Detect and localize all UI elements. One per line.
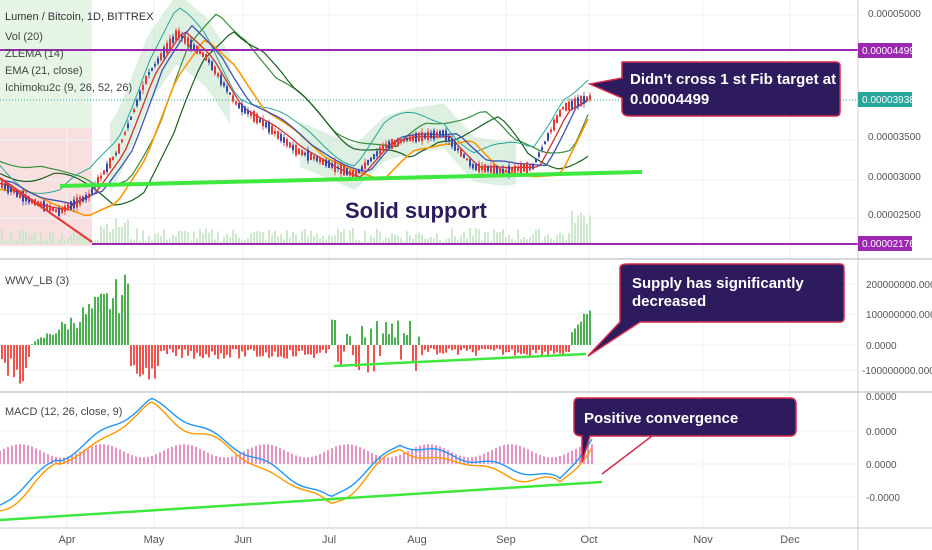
indicator-zlema[interactable]: ZLEMA (14) [5, 48, 64, 60]
indicator-vol[interactable]: Vol (20) [5, 31, 43, 43]
ichimoku-lag-line [0, 7, 589, 194]
price-candles [1, 27, 591, 219]
supply-note-line2: decreased [632, 293, 706, 310]
wwv-tick: 200000000.0000 [866, 280, 932, 291]
price-tick: 0.00005000 [868, 9, 921, 20]
current-price-label: 0.00003938 [862, 95, 915, 106]
macd-pane[interactable]: MACD (12, 26, close, 9) [0, 397, 858, 522]
price-tick: 0.00002500 [868, 210, 921, 221]
macd-tick: 0.0000 [866, 460, 897, 471]
macd-note: Positive convergence [584, 410, 738, 427]
macd-line [0, 397, 593, 506]
macd-tick: 0.0000 [866, 427, 897, 438]
price-tick: 0.00003500 [868, 132, 921, 143]
macd-support-line [0, 480, 603, 522]
fib-top-badge [858, 43, 912, 58]
macd-tick: 0.0000 [866, 392, 897, 403]
time-tick: Jul [322, 534, 336, 546]
current-price-badge [858, 92, 912, 107]
time-tick: Dec [780, 534, 800, 546]
downtrend-line [0, 177, 93, 243]
support-label: Solid support [345, 198, 487, 223]
fib-callout: Didn't cross 1 st Fib target at 0.000044… [587, 61, 841, 117]
wwv-title[interactable]: WWV_LB (3) [5, 275, 69, 287]
indicator-ema[interactable]: EMA (21, close) [5, 65, 83, 77]
wwv-support-line [333, 352, 587, 368]
time-tick: Jun [234, 534, 252, 546]
volume-bars [1, 210, 591, 244]
time-tick: Apr [58, 534, 75, 546]
fib-bottom-label: 0.00002176 [862, 239, 915, 250]
fib-note-line1: Didn't cross 1 st Fib target at [630, 71, 836, 88]
time-tick: Sep [496, 534, 516, 546]
signal-line [0, 401, 593, 512]
indicator-ichimoku[interactable]: Ichimoku2c (9, 26, 52, 26) [5, 82, 132, 94]
wwv-tick: 100000000.0000 [866, 310, 932, 321]
wwv-tick: -100000000.0000 [862, 366, 932, 377]
fib-top-label: 0.00004499 [862, 46, 915, 57]
supply-callout: Supply has significantly decreased [587, 263, 845, 357]
supply-note-line1: Supply has significantly [632, 275, 804, 292]
macd-callout: Positive convergence [573, 397, 797, 475]
time-axis: Apr May Jun Jul Aug Sep Oct Nov Dec [58, 534, 800, 546]
green-zone [0, 0, 92, 128]
time-tick: Oct [580, 534, 597, 546]
support-line [59, 170, 643, 188]
ichimoku-base-line [0, 31, 589, 206]
fib-bottom-badge [858, 236, 912, 251]
fib-note-line2: 0.00004499 [630, 91, 709, 108]
price-tick: 0.00003000 [868, 172, 921, 183]
macd-histogram [0, 444, 593, 464]
symbol-title: Lumen / Bitcoin, 1D, BITTREX [5, 11, 154, 23]
ichimoku-cloud-bull [110, 0, 230, 194]
time-tick: Aug [407, 534, 427, 546]
time-tick: Nov [693, 534, 713, 546]
wwv-tick: 0.0000 [866, 341, 897, 352]
time-tick: May [144, 534, 165, 546]
macd-title[interactable]: MACD (12, 26, close, 9) [5, 406, 122, 418]
ichimoku-conversion-line [0, 24, 589, 205]
wwv-histogram [1, 274, 591, 384]
macd-tick: -0.0000 [866, 493, 900, 504]
